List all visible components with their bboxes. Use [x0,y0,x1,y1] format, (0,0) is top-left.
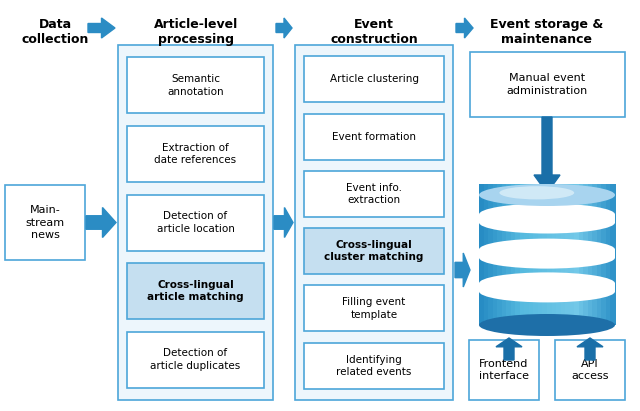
Bar [520,184,525,325]
FancyBboxPatch shape [295,45,453,400]
Ellipse shape [479,280,615,302]
FancyBboxPatch shape [469,340,539,400]
FancyBboxPatch shape [304,285,444,331]
FancyBboxPatch shape [304,56,444,102]
Bar [511,184,516,325]
Bar [479,249,615,258]
FancyBboxPatch shape [127,263,264,319]
Ellipse shape [479,184,615,206]
FancyBboxPatch shape [304,228,444,274]
Bar [556,184,562,325]
Text: Article clustering: Article clustering [330,74,419,84]
Text: Article-level
processing: Article-level processing [154,18,238,46]
FancyBboxPatch shape [470,52,625,117]
Text: Event
construction: Event construction [330,18,418,46]
Text: Cross-lingual
article matching: Cross-lingual article matching [147,280,244,302]
FancyBboxPatch shape [127,58,264,113]
Bar [515,184,521,325]
Bar [579,184,584,325]
Bar [529,184,534,325]
Bar [561,184,566,325]
Ellipse shape [479,247,615,269]
Bar [543,184,548,325]
FancyBboxPatch shape [127,332,264,388]
Bar [588,184,593,325]
Text: Event storage &
maintenance: Event storage & maintenance [490,18,604,46]
Text: Extraction of
date references: Extraction of date references [154,143,237,165]
FancyBboxPatch shape [127,194,264,250]
Bar [488,184,493,325]
Bar [479,184,484,325]
Bar [533,184,539,325]
FancyBboxPatch shape [555,340,625,400]
Bar [552,184,557,325]
Text: Manual event
administration: Manual event administration [506,73,588,96]
FancyBboxPatch shape [118,45,273,400]
Text: Filling event
template: Filling event template [342,297,406,320]
Bar [606,184,611,325]
Bar [484,184,489,325]
Polygon shape [577,338,603,360]
Text: Frontend
interface: Frontend interface [479,359,529,381]
Bar [565,184,571,325]
Bar [593,184,598,325]
Bar [497,184,502,325]
Text: Identifying
related events: Identifying related events [336,355,412,377]
Text: Cross-lingual
cluster matching: Cross-lingual cluster matching [324,240,424,262]
Bar [583,184,589,325]
FancyBboxPatch shape [304,171,444,217]
Polygon shape [86,208,116,238]
FancyBboxPatch shape [304,343,444,389]
FancyBboxPatch shape [304,113,444,159]
Polygon shape [496,338,522,360]
Ellipse shape [499,186,574,199]
Bar [479,215,615,222]
Bar [524,184,530,325]
Bar [479,284,615,291]
Text: Event info.
extraction: Event info. extraction [346,182,402,205]
Bar [502,184,508,325]
Polygon shape [274,208,293,238]
Polygon shape [88,18,115,38]
FancyBboxPatch shape [127,126,264,182]
Bar [538,184,543,325]
Ellipse shape [479,212,615,233]
Text: Detection of
article duplicates: Detection of article duplicates [150,348,241,371]
FancyBboxPatch shape [5,185,85,260]
Bar [547,184,552,325]
Bar [602,184,607,325]
Text: Semantic
annotation: Semantic annotation [167,74,224,97]
Polygon shape [534,117,560,193]
Bar [506,184,512,325]
Text: Main-
stream
news: Main- stream news [26,205,65,240]
Ellipse shape [479,272,615,294]
Bar [597,184,602,325]
Ellipse shape [479,239,615,261]
Text: API
access: API access [572,359,609,381]
Text: Detection of
article location: Detection of article location [157,211,234,234]
Bar [611,184,616,325]
Ellipse shape [479,314,615,336]
Polygon shape [276,18,292,38]
Bar [493,184,498,325]
Bar [570,184,575,325]
Polygon shape [455,253,470,287]
Bar [574,184,580,325]
Ellipse shape [479,203,615,226]
Text: Data
collection: Data collection [21,18,89,46]
Polygon shape [456,18,473,38]
Text: Event formation: Event formation [332,132,416,141]
